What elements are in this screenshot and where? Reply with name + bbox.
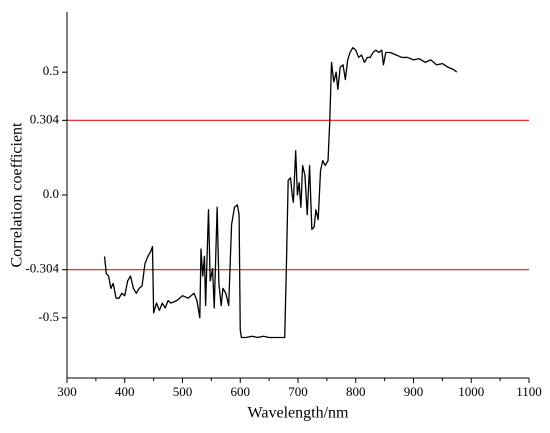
x-tick-label: 900: [404, 384, 424, 399]
y-tick-label: 0.5: [43, 63, 59, 78]
x-tick-label: 800: [346, 384, 366, 399]
x-axis-title: Wavelength/nm: [248, 405, 349, 422]
y-tick-label: -0.5: [38, 309, 59, 324]
x-tick-label: 300: [57, 384, 77, 399]
x-tick-label: 600: [231, 384, 251, 399]
x-tick-label: 500: [173, 384, 193, 399]
data-line: [103, 46, 458, 339]
x-tick-label: 1000: [458, 384, 484, 399]
y-tick-label: -0.304: [25, 261, 59, 276]
x-tick-label: 400: [115, 384, 135, 399]
y-axis-title: Correlation coefficient: [9, 122, 26, 268]
y-tick-label: 0.0: [43, 186, 59, 201]
x-tick-label: 700: [288, 384, 308, 399]
x-tick-label: 1100: [516, 384, 542, 399]
y-tick-label: 0.304: [30, 111, 60, 126]
